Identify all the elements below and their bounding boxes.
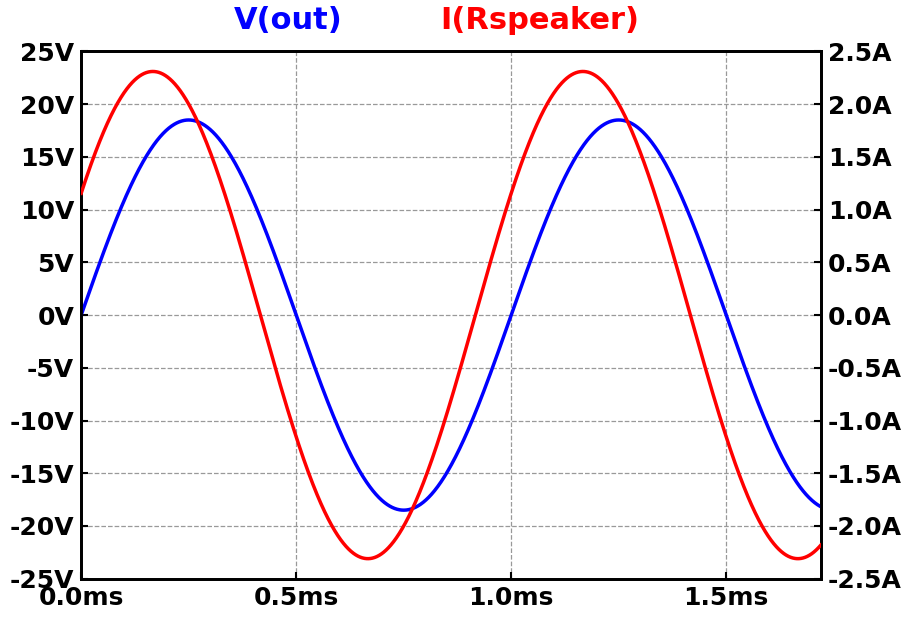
Text: I(Rspeaker): I(Rspeaker) xyxy=(440,6,640,35)
Text: V(out): V(out) xyxy=(234,6,343,35)
